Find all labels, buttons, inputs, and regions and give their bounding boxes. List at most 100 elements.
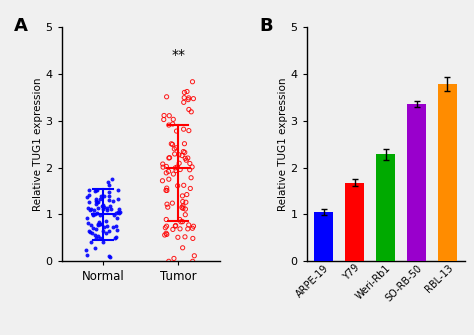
Point <box>170 172 177 177</box>
Point <box>179 193 186 199</box>
Point <box>181 234 189 240</box>
Point <box>178 153 186 158</box>
Point <box>92 202 100 207</box>
Point <box>187 109 195 115</box>
Point <box>105 228 113 233</box>
Point <box>91 232 99 238</box>
Point <box>97 222 104 227</box>
Point <box>116 209 123 215</box>
Point <box>169 200 176 206</box>
Point <box>83 215 91 221</box>
Point <box>165 122 173 128</box>
Point <box>91 188 98 193</box>
Point <box>103 223 111 229</box>
Point <box>105 197 113 203</box>
Point <box>165 113 173 118</box>
Point <box>103 207 110 213</box>
Bar <box>376 154 395 261</box>
Y-axis label: Relative TUG1 expression: Relative TUG1 expression <box>278 77 288 211</box>
Point <box>179 206 187 211</box>
Point <box>179 245 186 251</box>
Point <box>159 178 166 184</box>
Point <box>100 204 108 209</box>
Point <box>178 205 186 210</box>
Point <box>82 247 90 253</box>
Point <box>85 199 92 205</box>
Point <box>89 225 96 230</box>
Point <box>180 100 188 105</box>
Point <box>102 218 110 224</box>
Point <box>163 164 170 169</box>
Point <box>176 217 183 222</box>
Point <box>169 142 176 147</box>
Point <box>185 107 192 112</box>
Bar <box>314 212 333 261</box>
Point <box>103 206 110 211</box>
Point <box>182 206 189 212</box>
Point <box>89 212 96 217</box>
Point <box>92 226 100 232</box>
Bar <box>345 183 364 261</box>
Point <box>113 223 120 229</box>
Point <box>100 225 108 230</box>
Point <box>164 204 172 210</box>
Point <box>182 157 190 163</box>
Point <box>163 186 171 191</box>
Point <box>186 161 193 166</box>
Point <box>86 208 93 213</box>
Point <box>100 229 107 234</box>
Point <box>191 253 198 258</box>
Point <box>163 188 171 193</box>
Point <box>179 219 186 224</box>
Point <box>90 208 97 213</box>
Point <box>84 205 91 210</box>
Point <box>165 169 173 174</box>
Point <box>83 194 91 199</box>
Text: B: B <box>259 17 273 36</box>
Point <box>185 128 192 133</box>
Point <box>106 194 113 199</box>
Point <box>188 164 196 170</box>
Point <box>93 188 101 193</box>
Point <box>179 199 186 204</box>
Point <box>160 117 167 122</box>
Point <box>189 236 197 241</box>
Point <box>162 188 170 193</box>
Point <box>183 192 191 197</box>
Point <box>175 152 182 157</box>
Point <box>85 188 93 193</box>
Point <box>173 145 180 150</box>
Point <box>96 235 104 241</box>
Point <box>172 223 179 229</box>
Point <box>99 203 106 209</box>
Bar <box>407 104 426 261</box>
Point <box>171 151 178 157</box>
Point <box>100 194 108 199</box>
Point <box>94 233 102 239</box>
Point <box>182 156 189 161</box>
Point <box>189 225 196 231</box>
Point <box>159 164 167 170</box>
Point <box>172 223 180 228</box>
Point <box>180 183 188 188</box>
Point <box>175 160 183 166</box>
Point <box>163 230 170 236</box>
Point <box>96 221 103 227</box>
Point <box>114 210 122 215</box>
Point <box>163 202 171 207</box>
Point <box>105 179 112 185</box>
Point <box>99 202 107 208</box>
Point <box>181 150 189 155</box>
Point <box>94 206 102 211</box>
Point <box>89 211 97 216</box>
Point <box>115 207 122 212</box>
Point <box>180 127 187 132</box>
Point <box>88 231 96 236</box>
Point <box>185 95 192 100</box>
Point <box>96 196 104 201</box>
Point <box>172 168 180 173</box>
Point <box>186 186 194 191</box>
Point <box>159 161 166 167</box>
Point <box>165 155 173 161</box>
Point <box>182 212 189 217</box>
